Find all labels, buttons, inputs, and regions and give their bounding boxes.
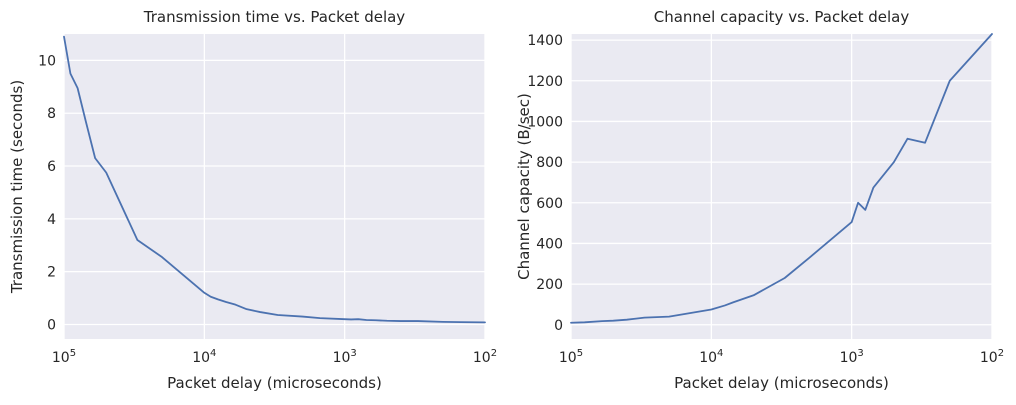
y-tick-label: 1200	[527, 74, 563, 90]
x-tick-label: 102	[980, 348, 1004, 366]
y-tick-label: 1000	[527, 114, 563, 130]
y-tick-label: 200	[536, 277, 563, 293]
x-tick-label: 105	[559, 348, 583, 366]
y-axis-label: Transmission time (seconds)	[8, 80, 26, 294]
tick-labels: 0 2 4 6 8 10 105 104 103 102	[38, 53, 497, 366]
y-tick-label: 1400	[527, 33, 563, 49]
series-line	[570, 33, 993, 324]
chart-title: Transmission time vs. Packet delay	[143, 8, 406, 26]
x-tick-label: 103	[333, 348, 357, 366]
channel-capacity-chart: 0 200 400 600 800 1000 1200 1400 105 104 103 102 Ch…	[515, 8, 1004, 392]
plot-area	[64, 34, 485, 339]
y-tick-label: 6	[47, 159, 56, 175]
x-tick-label: 103	[840, 348, 864, 366]
x-tick-label: 105	[52, 348, 76, 366]
gridlines	[63, 34, 486, 339]
y-tick-label: 600	[536, 196, 563, 212]
x-tick-label: 104	[699, 348, 723, 366]
y-tick-label: 10	[38, 53, 56, 69]
series-line	[63, 35, 486, 324]
gridlines	[570, 34, 993, 339]
series-layer	[63, 35, 486, 324]
chart-title: Channel capacity vs. Packet delay	[654, 8, 910, 26]
y-tick-label: 4	[47, 212, 56, 228]
y-tick-label: 800	[536, 155, 563, 171]
y-tick-label: 0	[47, 317, 56, 333]
y-axis-label: Channel capacity (B/sec)	[515, 93, 533, 280]
x-tick-label: 104	[192, 348, 216, 366]
y-tick-label: 0	[554, 318, 563, 334]
x-axis-label: Packet delay (microseconds)	[674, 374, 889, 392]
transmission-time-chart: 0 2 4 6 8 10 105 104 103 102 Transmission time vs…	[8, 8, 497, 392]
y-tick-label: 2	[47, 265, 56, 281]
x-tick-label: 102	[473, 348, 497, 366]
y-tick-label: 8	[47, 106, 56, 122]
plot-area	[571, 34, 992, 339]
x-axis-label: Packet delay (microseconds)	[167, 374, 382, 392]
tick-labels: 0 200 400 600 800 1000 1200 1400 105 104 103 102	[527, 33, 1004, 366]
y-tick-label: 400	[536, 236, 563, 252]
series-layer	[570, 33, 993, 324]
